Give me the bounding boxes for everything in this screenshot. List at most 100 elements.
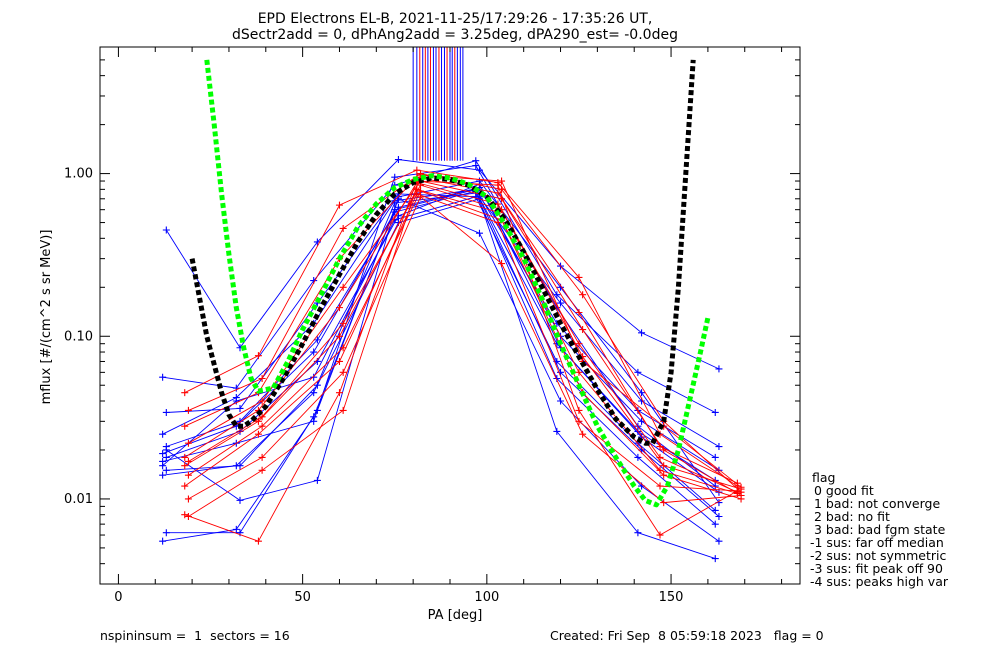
data-point-red [335, 389, 343, 397]
legend-entry: 1 bad: not converge [810, 496, 940, 511]
data-point-blue [553, 427, 561, 435]
series-line-blue [165, 159, 720, 370]
legend-entry: -1 sus: far off median [810, 535, 944, 550]
data-point-red [339, 319, 347, 327]
data-point-red [417, 193, 425, 201]
data-point-blue [711, 555, 719, 563]
data-point-red [575, 368, 583, 376]
series-line-red [188, 184, 742, 490]
series-line-red [188, 196, 742, 504]
data-point-blue [159, 450, 167, 458]
data-point-red [258, 397, 266, 405]
x-tick-label: 150 [659, 590, 684, 605]
series-line-red [184, 193, 738, 492]
series-line-red [184, 180, 738, 542]
data-point-blue [711, 408, 719, 416]
series-line-red [188, 174, 742, 517]
data-point-blue [232, 384, 240, 392]
data-point-red [660, 462, 668, 470]
series-line-blue [166, 183, 720, 493]
data-point-red [494, 189, 502, 197]
data-point-red [733, 479, 741, 487]
data-point-red [575, 308, 583, 316]
data-point-blue [557, 368, 565, 376]
fit-curve-green [204, 59, 711, 508]
data-point-blue [313, 476, 321, 484]
footer-right: Created: Fri Sep 8 05:59:18 2023 flag = … [550, 628, 824, 643]
data-point-blue [711, 453, 719, 461]
y-tick-label: 0.10 [64, 329, 93, 344]
data-point-blue [162, 408, 170, 416]
legend-entry: 2 bad: no fit [810, 509, 890, 524]
data-point-red [335, 332, 343, 340]
data-point-red [258, 453, 266, 461]
data-point-red [339, 283, 347, 291]
fit-curve-black [189, 59, 696, 446]
legend: flag 0 good fit 1 bad: not converge 2 ba… [810, 470, 949, 589]
data-point-red [656, 482, 664, 490]
chart-title-line2: dSectr2add = 0, dPhAng2add = 3.25deg, dP… [232, 27, 678, 43]
data-point-red [184, 406, 192, 414]
data-point-blue [715, 443, 723, 451]
data-point-red [181, 462, 189, 470]
data-point-red [579, 430, 587, 438]
series-line-blue [166, 180, 720, 503]
data-point-blue [236, 417, 244, 425]
data-point-red [181, 422, 189, 430]
data-point-red [498, 177, 506, 185]
data-point-blue [162, 453, 170, 461]
data-point-red [660, 499, 668, 507]
data-point-red [660, 471, 668, 479]
data-point-blue [159, 457, 167, 465]
series-line-blue [162, 165, 716, 487]
y-tick-label: 0.01 [64, 492, 93, 507]
data-point-red [181, 482, 189, 490]
chart-title-line1: EPD Electrons EL-B, 2021-11-25/17:29:26 … [258, 11, 653, 27]
data-point-red [184, 439, 192, 447]
data-point-blue [232, 397, 240, 405]
data-point-blue [162, 226, 170, 234]
data-point-red [181, 389, 189, 397]
series-line-red [188, 180, 742, 496]
data-point-blue [162, 466, 170, 474]
series-line-blue [162, 188, 716, 560]
data-point-red [656, 466, 664, 474]
axes: 0 50 100 150 0.01 0.10 1.00 [64, 46, 801, 605]
data-point-red [258, 422, 266, 430]
data-point-blue [159, 430, 167, 438]
data-point-red [258, 466, 266, 474]
data-point-blue [634, 453, 642, 461]
data-point-red [575, 340, 583, 348]
data-point-blue [715, 537, 723, 545]
data-point-red [258, 375, 266, 382]
data-point-red [184, 512, 192, 520]
data-point-blue [310, 417, 318, 425]
data-point-blue [159, 471, 167, 479]
data-point-red [494, 219, 502, 227]
legend-entry: -2 sus: not symmetric [810, 548, 946, 563]
data-point-blue [310, 389, 318, 397]
data-point-blue [232, 462, 240, 470]
data-point-red [258, 413, 266, 421]
legend-entry: 0 good fit [810, 483, 874, 498]
data-point-blue [159, 373, 167, 381]
data-point-red [737, 483, 745, 491]
data-point-blue [475, 229, 483, 237]
data-point-red [254, 352, 262, 360]
series-line-blue [166, 198, 720, 517]
data-point-red [184, 471, 192, 479]
series-line-blue [166, 198, 720, 542]
x-tick-label: 50 [294, 590, 311, 605]
data-point-red [494, 181, 502, 189]
data-point-blue [232, 525, 240, 533]
data-point-red [254, 430, 262, 438]
data-point-red [575, 273, 583, 281]
legend-entry: -4 sus: peaks high var [810, 574, 949, 589]
x-tick-label: 0 [114, 590, 122, 605]
data-point-blue [162, 446, 170, 454]
data-point-blue [475, 177, 483, 185]
data-point-red [339, 368, 347, 376]
y-axis-label: mflux [#/(cm^2 s sr MeV)] [39, 230, 54, 405]
data-point-blue [394, 203, 402, 211]
